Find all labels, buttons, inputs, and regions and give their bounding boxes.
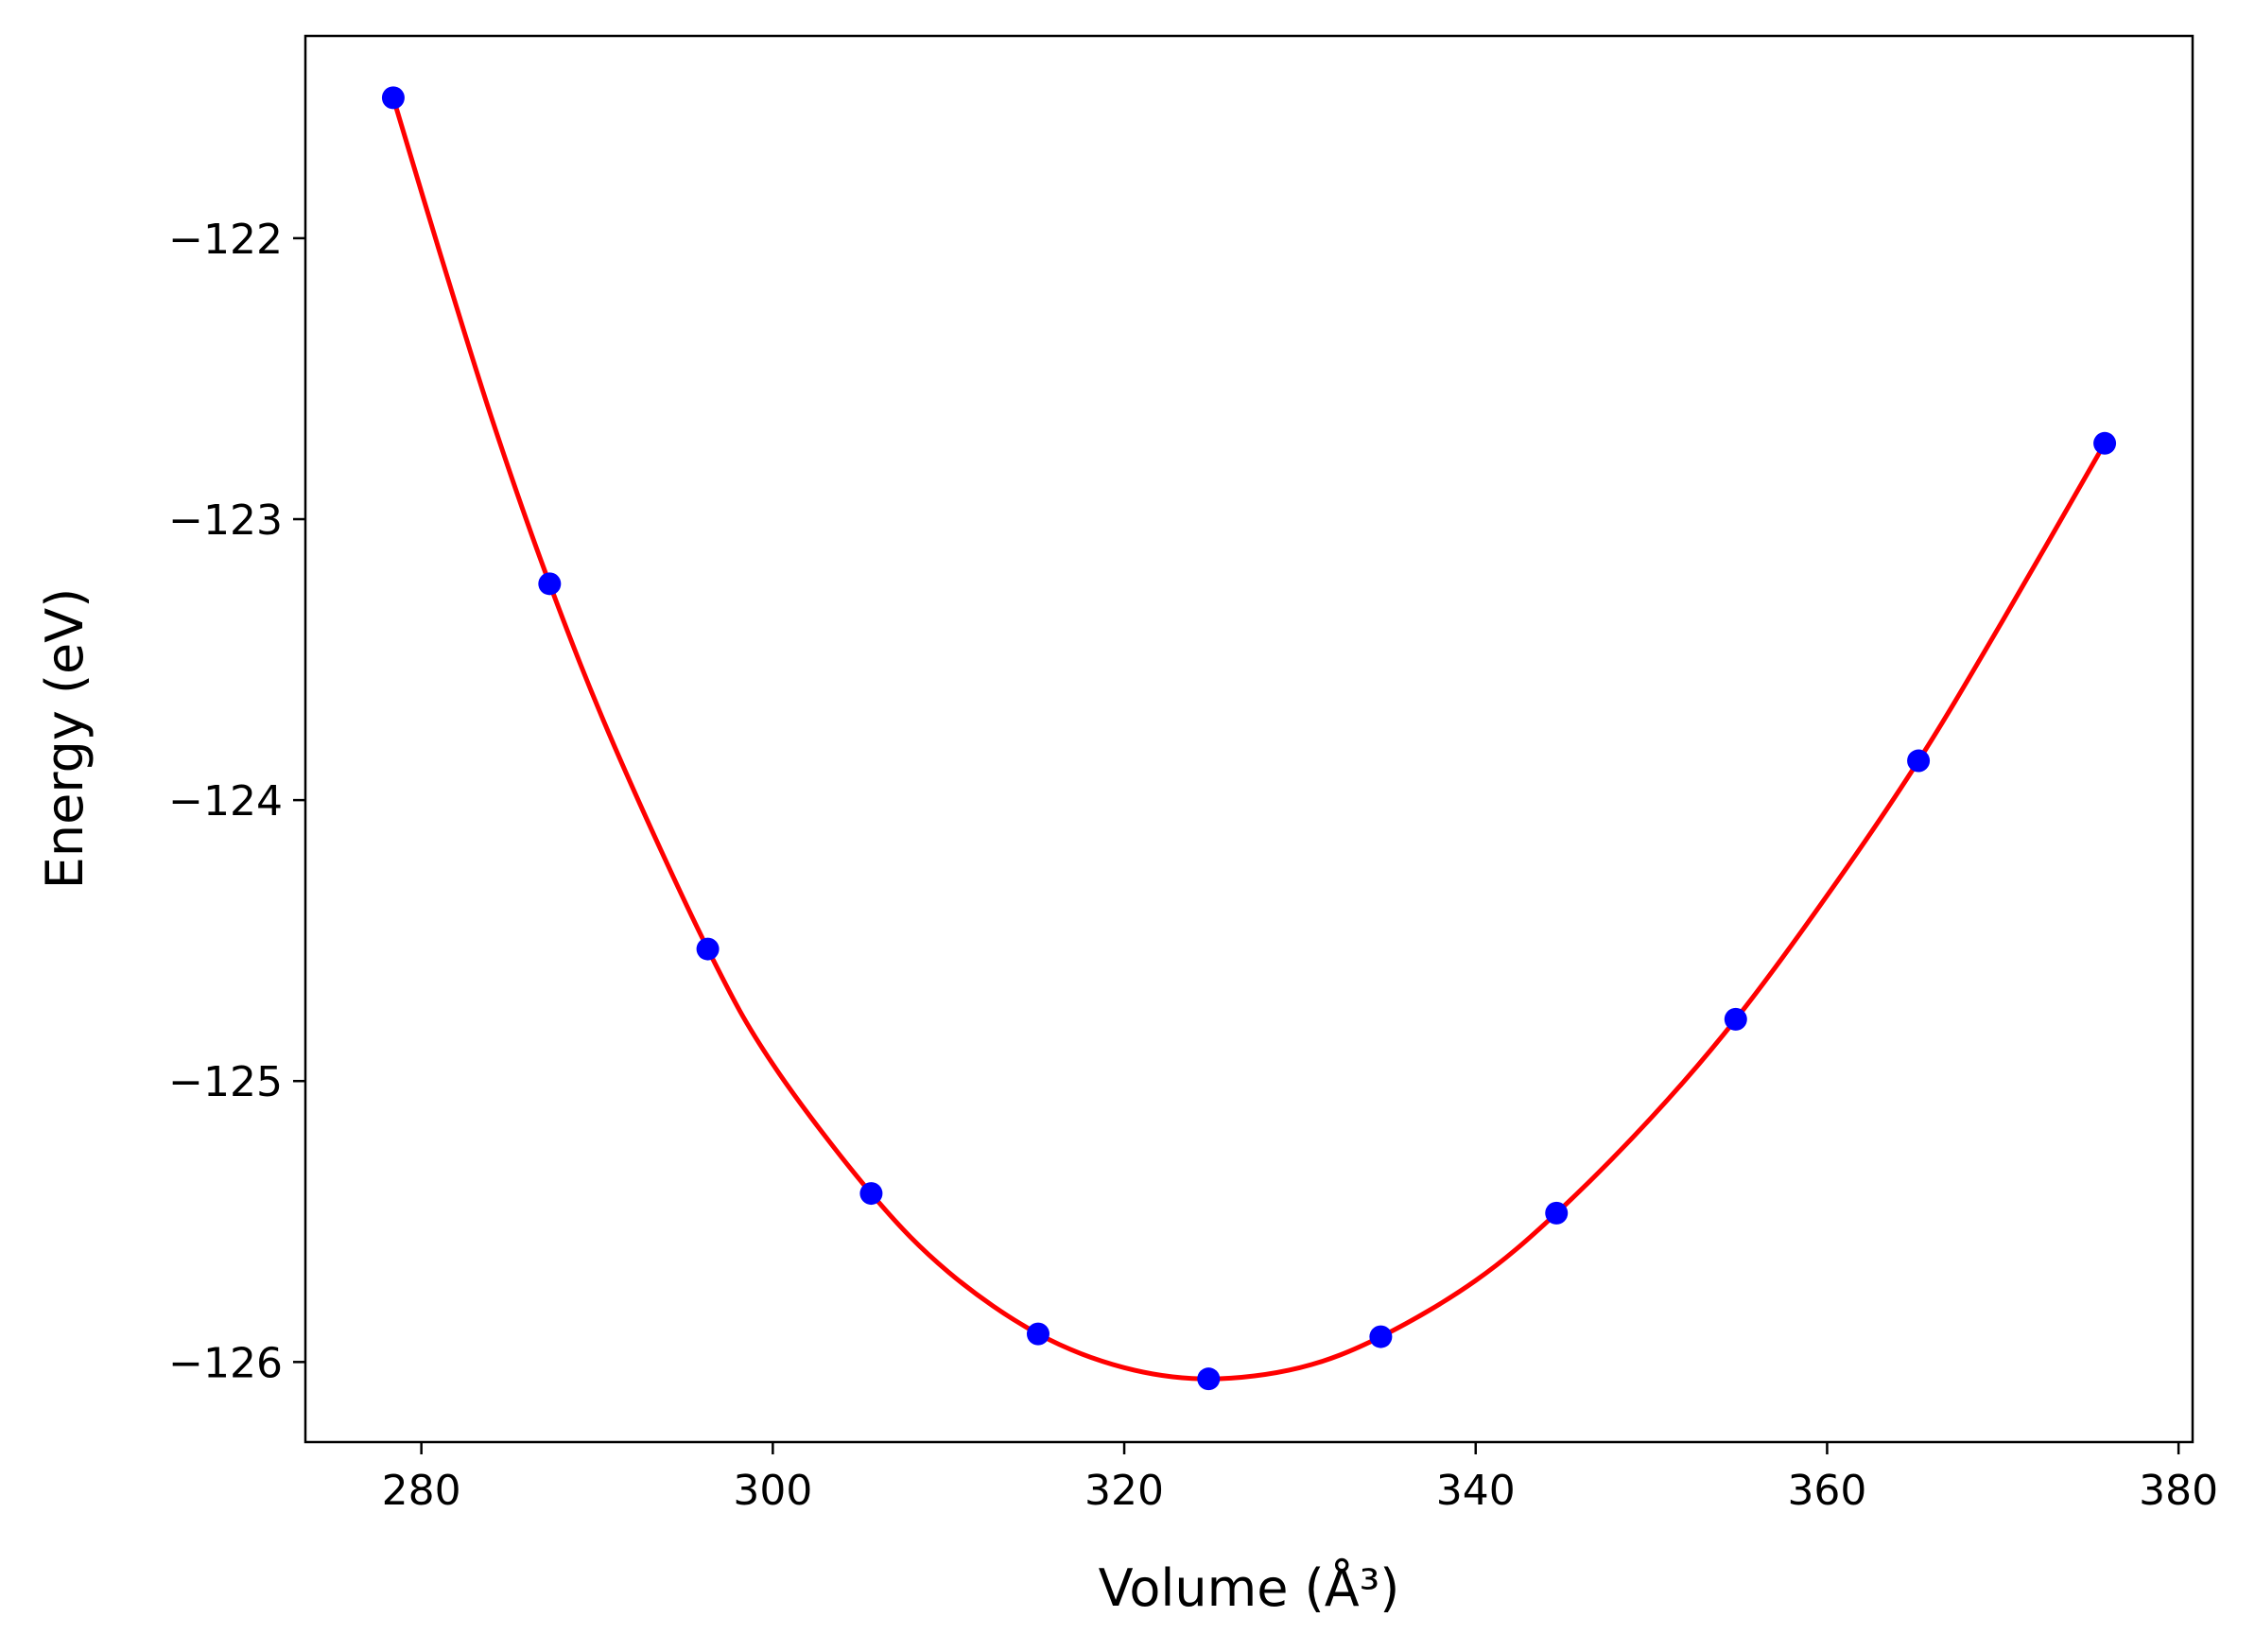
x-tick-label: 360 <box>1787 1467 1866 1515</box>
y-tick-label: −123 <box>168 496 283 545</box>
x-axis-ticks: 280 300 320 340 360 380 <box>382 1442 2218 1515</box>
y-tick-label: −124 <box>168 777 283 826</box>
data-point <box>1907 749 1931 773</box>
data-point <box>1197 1367 1221 1391</box>
y-tick-label: −122 <box>168 216 283 264</box>
data-point <box>1369 1325 1393 1348</box>
data-point <box>859 1182 883 1206</box>
x-tick-label: 300 <box>733 1467 812 1515</box>
data-point <box>381 86 405 110</box>
data-point <box>1724 1007 1747 1031</box>
data-point <box>2093 431 2117 455</box>
data-point <box>696 937 720 961</box>
x-tick-label: 380 <box>2139 1467 2218 1515</box>
data-points <box>381 86 2117 1391</box>
x-tick-label: 320 <box>1084 1467 1164 1515</box>
y-tick-label: −125 <box>168 1058 283 1106</box>
y-axis-title: Energy (eV) <box>35 588 95 890</box>
plot-area-frame <box>304 34 2194 1444</box>
data-point <box>538 572 562 596</box>
x-tick-label: 340 <box>1436 1467 1516 1515</box>
x-tick-label: 280 <box>382 1467 461 1515</box>
data-point <box>1545 1201 1569 1225</box>
y-axis-ticks: −122 −123 −124 −125 −126 <box>168 216 305 1387</box>
data-point <box>1026 1322 1049 1346</box>
fit-curve-line <box>390 95 2108 1382</box>
x-axis-title: Volume (Å³) <box>1099 1557 1400 1618</box>
y-tick-label: −126 <box>168 1339 283 1387</box>
